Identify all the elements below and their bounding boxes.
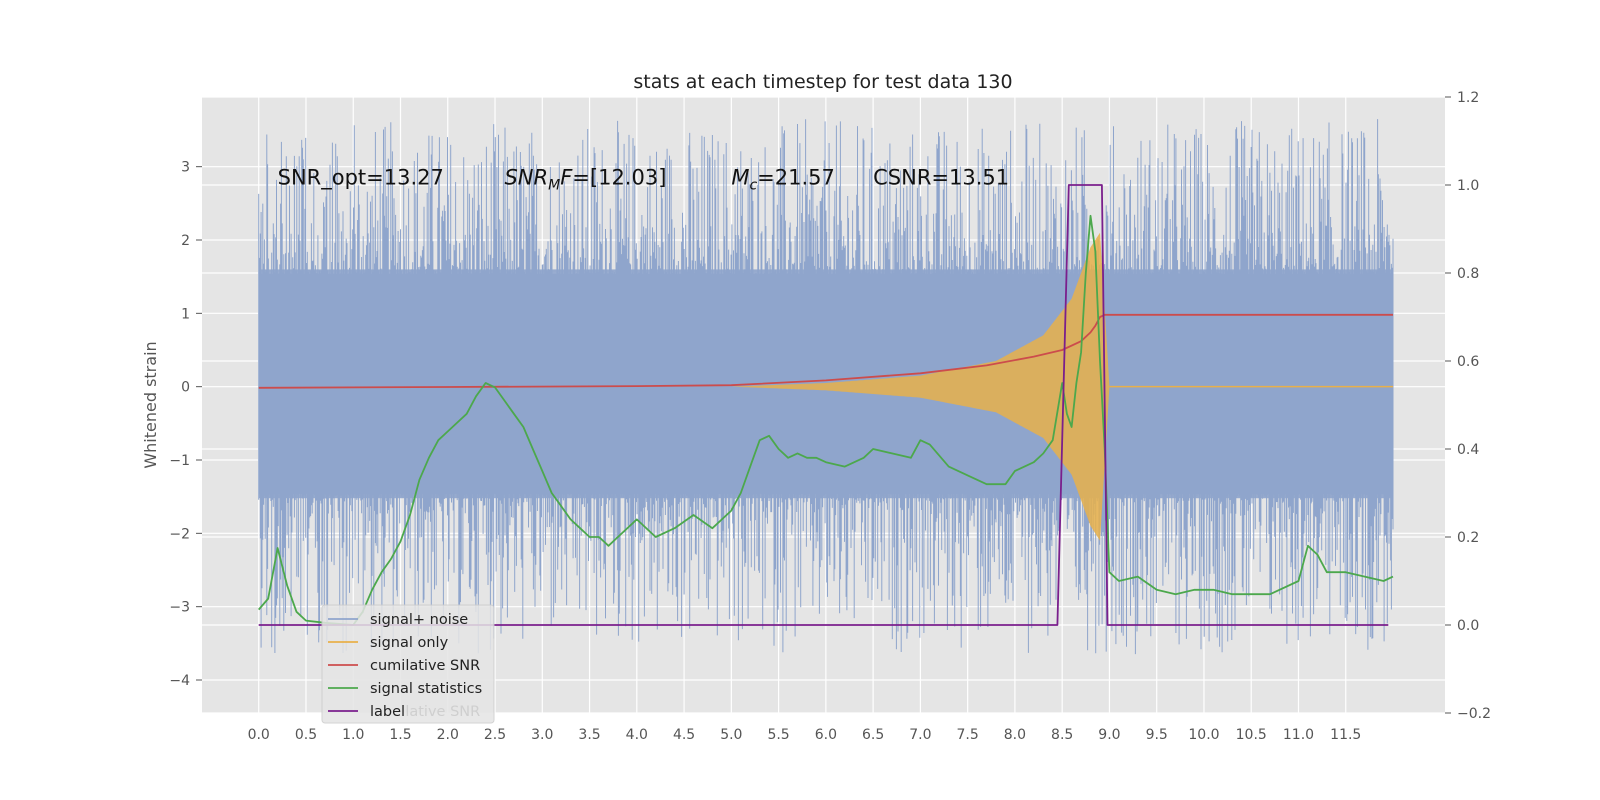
annotation-text: CSNR=13.51 [873,166,1009,190]
x-axis-ticks: 0.0 0.5 1.0 1.5 2.0 2.5 3.0 3.5 4.0 4.5 5.0 5.5 6.0 6… [248,727,1362,743]
y-tick-label: −4 [169,673,190,689]
x-tick-label: 11.0 [1283,727,1314,743]
x-tick-label: 9.0 [1098,727,1120,743]
x-tick-label: 9.5 [1146,727,1168,743]
legend-label: signal+ noise [370,612,468,628]
series-line-signal-statistics [258,214,1394,626]
y-tick-label: 1 [181,306,190,322]
x-tick-label: 6.5 [862,727,884,743]
series-line-label [258,184,1389,626]
x-tick-label: 1.0 [342,727,364,743]
legend: signal+ noise signal only cumilative SNR si… [321,604,495,724]
y2-tick-label: 0.4 [1457,442,1479,458]
x-tick-label: 7.5 [957,727,979,743]
x-tick-label: 2.0 [437,727,459,743]
y2-tick-label: 1.2 [1457,90,1479,106]
x-tick-label: 3.0 [531,727,553,743]
x-tick-label: 11.5 [1330,727,1361,743]
legend-label: cumilative SNR [370,658,480,674]
y2-tick-label: 0.0 [1457,618,1479,634]
y-tick-label: 2 [181,233,190,249]
x-tick-label: 3.5 [578,727,600,743]
chart-title: stats at each timestep for test data 130 [633,71,1012,93]
legend-box [321,604,495,724]
series-signal-only [731,232,1394,541]
legend-label: signal statistics [370,681,482,697]
y2-tick-label: 0.6 [1457,354,1479,370]
x-tick-label: 8.0 [1004,727,1026,743]
y2-tick-label: −0.2 [1457,706,1491,722]
y-tick-label: −3 [169,600,190,616]
x-tick-label: 2.5 [484,727,506,743]
legend-label: signal only [370,635,449,651]
y2-tick-label: 0.8 [1457,266,1479,282]
x-tick-label: 4.5 [673,727,695,743]
x-tick-label: 0.0 [248,727,270,743]
legend-label: label [370,704,405,720]
series-lines [258,184,1394,626]
y-tick-label: −1 [169,453,190,469]
x-tick-label: 7.0 [909,727,931,743]
x-tick-label: 10.0 [1188,727,1219,743]
legend-ghost-label: cumilative SNR [370,704,480,720]
y-axis-label: Whitened strain [141,341,160,468]
secondary-y-axis-ticks: 1.2 1.0 0.8 0.6 0.4 0.2 0.0 −0.2 [1445,90,1491,722]
y-axis-ticks: 3 2 1 0 −1 −2 −3 −4 [169,160,202,689]
annotation-text: SNRMF=[12.03] [504,166,666,194]
y2-tick-label: 0.2 [1457,530,1479,546]
annotations: SNR_opt=13.27 SNRMF=[12.03] Mc=21.57 CSNR=1… [278,166,1010,194]
y2-tick-label: 1.0 [1457,178,1479,194]
chirp-envelope [731,232,1110,541]
y-tick-label: −2 [169,526,190,542]
x-tick-label: 6.0 [815,727,837,743]
x-tick-label: 8.5 [1051,727,1073,743]
x-tick-label: 1.5 [389,727,411,743]
x-tick-label: 5.5 [767,727,789,743]
y-tick-label: 0 [181,380,190,396]
x-tick-label: 5.0 [720,727,742,743]
y-tick-label: 3 [181,160,190,176]
series-line-cumilative-snr [258,313,1393,389]
x-tick-label: 10.5 [1236,727,1267,743]
x-tick-label: 4.0 [626,727,648,743]
annotation-text: Mc=21.57 [731,166,835,194]
annotation-text: SNR_opt=13.27 [278,166,444,191]
x-tick-label: 0.5 [295,727,317,743]
